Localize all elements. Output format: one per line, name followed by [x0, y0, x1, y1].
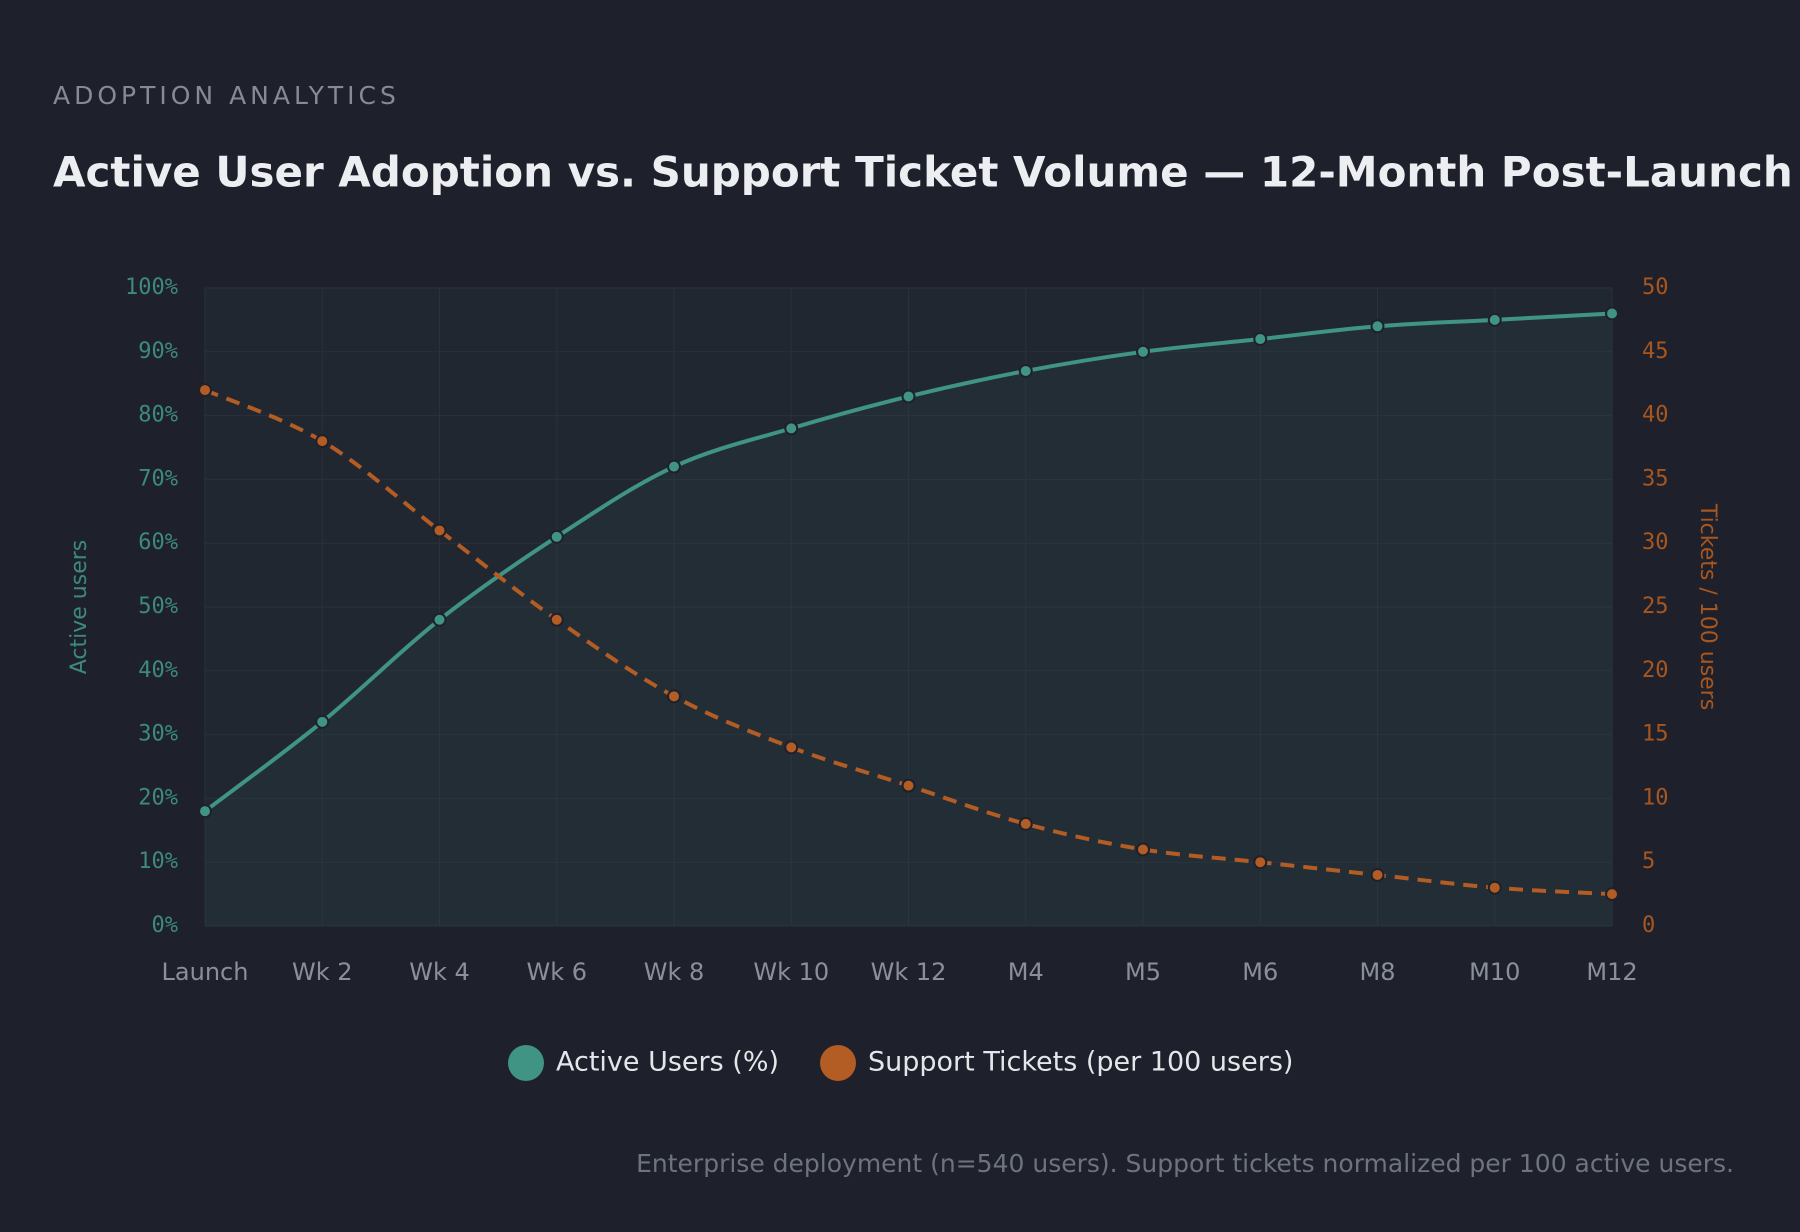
data-point	[784, 740, 799, 755]
y2-tick-label: 35	[1642, 466, 1669, 491]
y2-tick-label: 45	[1642, 339, 1669, 364]
y2-tick-label: 40	[1642, 403, 1669, 428]
x-tick-label: Wk 8	[644, 958, 705, 986]
data-point	[198, 383, 212, 398]
chart-title: Active User Adoption vs. Support Ticket …	[53, 148, 1793, 197]
y-tick-label: 10%	[138, 849, 178, 874]
y-tick-label: 80%	[138, 403, 178, 428]
y-tick-label: 90%	[138, 339, 178, 364]
x-tick-label: Wk 10	[753, 958, 829, 986]
x-tick-label: Launch	[162, 958, 249, 986]
y2-tick-label: 25	[1642, 594, 1669, 619]
x-tick-label: M6	[1242, 958, 1278, 986]
y2-tick-label: 0	[1642, 913, 1655, 938]
x-tick-label: M4	[1008, 958, 1044, 986]
legend-swatch	[820, 1045, 856, 1081]
data-point	[1253, 855, 1268, 870]
data-point	[1605, 306, 1619, 321]
data-point	[1487, 880, 1502, 895]
y-tick-label: 70%	[138, 466, 178, 491]
y-tick-label: 0%	[152, 913, 179, 938]
data-point	[1136, 344, 1150, 359]
y-tick-label: 50%	[138, 594, 178, 619]
legend-label: Active Users (%)	[556, 1047, 779, 1078]
data-point	[1253, 332, 1268, 347]
x-tick-label: M5	[1125, 958, 1161, 986]
data-point	[784, 421, 799, 436]
series-area	[205, 313, 1612, 926]
data-point	[1136, 842, 1150, 857]
x-tick-label: Wk 4	[409, 958, 470, 986]
data-point	[549, 529, 564, 544]
y-tick-label: 30%	[138, 722, 178, 747]
data-point	[1487, 312, 1502, 327]
x-tick-label: M12	[1586, 958, 1637, 986]
data-point	[667, 459, 681, 474]
x-tick-label: Wk 2	[292, 958, 353, 986]
y2-tick-label: 30	[1642, 530, 1669, 555]
y-tick-label: 20%	[138, 785, 178, 810]
legend-label: Support Tickets (per 100 users)	[868, 1047, 1293, 1078]
footnote: Enterprise deployment (n=540 users). Sup…	[636, 1149, 1734, 1178]
data-point	[432, 523, 447, 538]
data-point	[1370, 867, 1385, 882]
y2-tick-label: 50	[1642, 275, 1669, 300]
data-point	[1018, 363, 1033, 378]
y2-tick-label: 5	[1642, 849, 1655, 874]
y2-tick-label: 20	[1642, 658, 1669, 683]
data-point	[315, 714, 330, 729]
y-tick-label: 60%	[138, 530, 178, 555]
x-tick-label: Wk 12	[871, 958, 947, 986]
y-tick-label: 40%	[138, 658, 178, 683]
x-tick-label: M10	[1469, 958, 1520, 986]
y2-tick-label: 15	[1642, 722, 1669, 747]
data-point	[1370, 319, 1385, 334]
data-point	[1605, 887, 1619, 902]
data-point	[549, 612, 564, 627]
data-point	[667, 689, 681, 704]
eyebrow: ADOPTION ANALYTICS	[53, 81, 400, 110]
x-tick-label: M8	[1360, 958, 1396, 986]
data-point	[1018, 816, 1033, 831]
data-point	[432, 612, 447, 627]
y-axis-title: Active users	[67, 540, 92, 675]
data-point	[315, 434, 330, 449]
y2-tick-label: 10	[1642, 785, 1669, 810]
data-point	[901, 389, 916, 404]
data-point	[901, 778, 916, 793]
y-tick-label: 100%	[125, 275, 178, 300]
data-point	[198, 804, 212, 819]
x-tick-label: Wk 6	[526, 958, 587, 986]
legend-swatch	[508, 1045, 544, 1081]
y2-axis-title: Tickets / 100 users	[1695, 503, 1720, 710]
